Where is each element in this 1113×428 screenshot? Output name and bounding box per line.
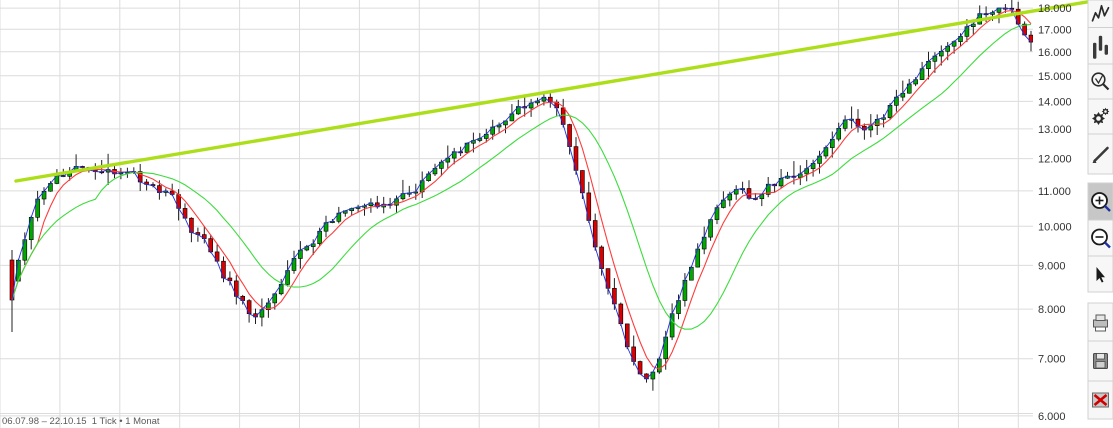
svg-text:18.000: 18.000 <box>1038 3 1072 15</box>
svg-text:12.000: 12.000 <box>1038 154 1072 166</box>
svg-text:6.000: 6.000 <box>1038 411 1066 423</box>
svg-text:14.000: 14.000 <box>1038 96 1072 108</box>
svg-text:11.000: 11.000 <box>1038 186 1071 198</box>
svg-text:17.000: 17.000 <box>1038 24 1072 36</box>
svg-text:9.000: 9.000 <box>1038 260 1066 272</box>
svg-text:16.000: 16.000 <box>1038 47 1072 59</box>
svg-text:13.000: 13.000 <box>1038 124 1072 136</box>
svg-text:10.000: 10.000 <box>1038 221 1072 233</box>
svg-text:8.000: 8.000 <box>1038 304 1066 316</box>
svg-text:7.000: 7.000 <box>1038 354 1066 366</box>
svg-text:15.000: 15.000 <box>1038 71 1072 83</box>
